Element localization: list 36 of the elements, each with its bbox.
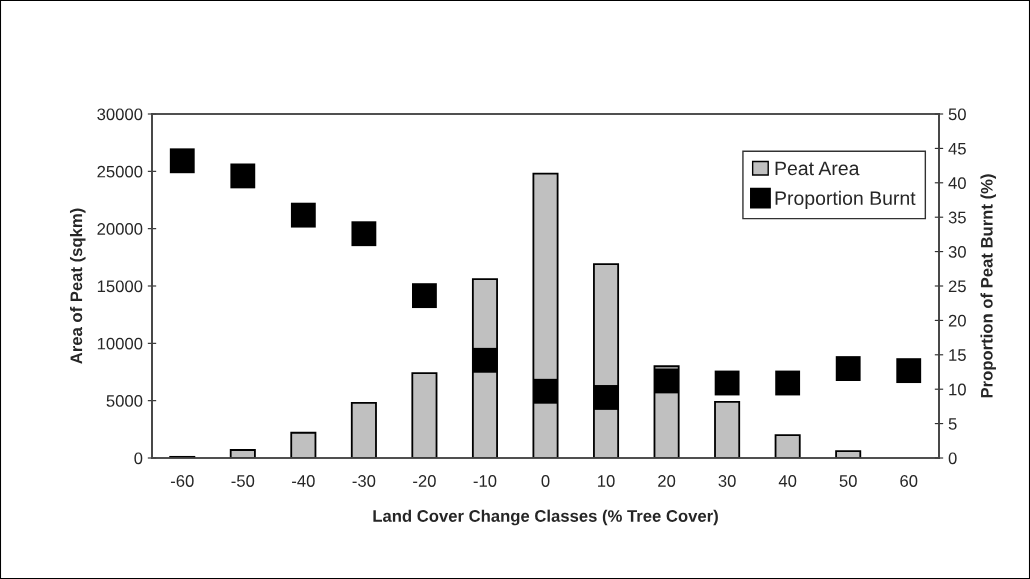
x-tick-label: -20	[413, 475, 436, 487]
y-tick-label: 20000	[97, 223, 143, 235]
y2-tick-label: 25	[948, 280, 966, 293]
y-tick-label: 10000	[97, 337, 143, 350]
x-tick-label: 40	[778, 475, 797, 487]
y2-tick-label: 15	[949, 349, 966, 361]
y-axis-title: Area of Peat (sqkm)	[69, 208, 86, 364]
x-axis-title: Land Cover Change Classes (% Tree Cover)	[373, 509, 718, 526]
x-tick-label: 30	[718, 475, 736, 487]
x-tick-label: -50	[231, 475, 255, 487]
x-tick-label: 0	[541, 475, 550, 487]
y2-tick-label: 20	[948, 314, 966, 327]
y2-tick-label: 40	[948, 177, 966, 189]
y2-tick-label: 50	[948, 108, 966, 121]
x-tick-label: -60	[170, 475, 194, 487]
x-tick-label: -40	[292, 475, 315, 487]
y2-tick-label: 5	[948, 418, 957, 430]
x-tick-label: 20	[658, 475, 676, 487]
y2-tick-label: 30	[948, 246, 966, 258]
y2-tick-label: 10	[949, 383, 966, 396]
x-tick-label: -30	[352, 475, 376, 487]
y-tick-label: 15000	[97, 280, 143, 293]
x-tick-label: 60	[900, 475, 918, 487]
x-tick-label: -10	[473, 475, 497, 487]
x-tick-label: 10	[598, 475, 615, 487]
y-tick-label: 25000	[97, 165, 143, 178]
y-tick-label: 0	[134, 452, 143, 465]
x-tick-label: 50	[839, 475, 857, 487]
y2-tick-label: 0	[948, 452, 957, 465]
y-tick-label: 5000	[106, 395, 143, 407]
y2-axis-title: Proportion of Peat Burnt (%)	[980, 174, 996, 398]
legend-label: Proportion Burnt	[775, 190, 916, 209]
y-tick-label: 30000	[97, 108, 143, 121]
y2-tick-label: 45	[948, 142, 966, 155]
legend-label: Peat Area	[775, 161, 860, 176]
y2-tick-label: 35	[948, 211, 966, 224]
